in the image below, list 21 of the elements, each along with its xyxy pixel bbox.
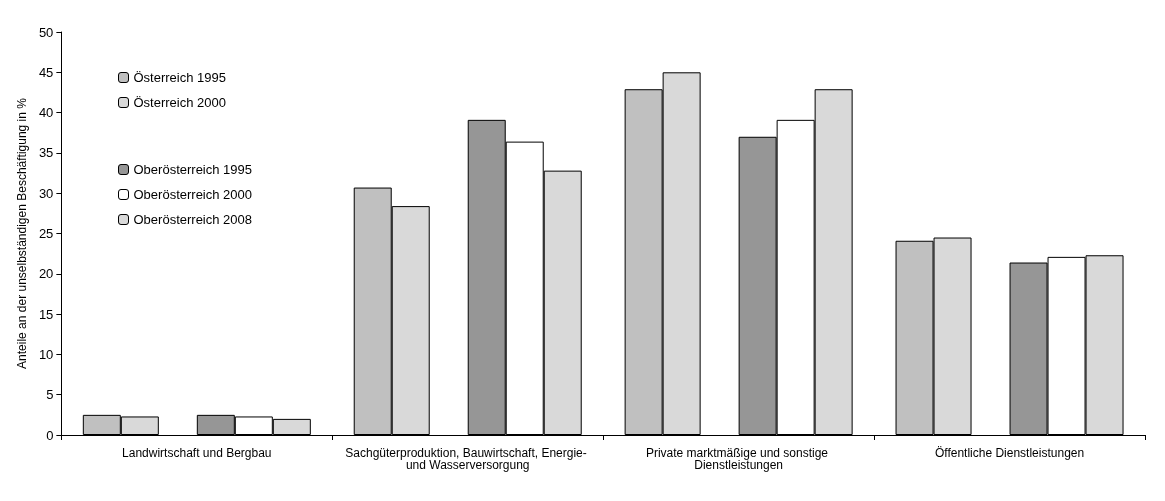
y-tick-label: 35 bbox=[38, 145, 54, 161]
x-tick-label: Private marktmäßige und sonstige Dienstleistungen bbox=[645, 446, 832, 472]
y-tick-label: 45 bbox=[38, 64, 54, 80]
y-tick-label: 0 bbox=[46, 427, 54, 443]
x-tick-label: Öffentliche Dienstleistungen bbox=[934, 446, 1085, 460]
y-axis-title: Anteile an der unselbständigen Beschäftigung in % bbox=[15, 97, 29, 369]
y-tick-label: 30 bbox=[38, 185, 54, 201]
x-tick-label: Landwirtschaft und Bergbau bbox=[122, 446, 272, 460]
y-tick-label: 5 bbox=[46, 387, 54, 403]
y-tick-label: 50 bbox=[38, 24, 54, 40]
x-tick-label: Sachgüterproduktion, Bauwirtschaft, Energie- und Wasserversorgung bbox=[345, 446, 591, 472]
legend-label: Österreich 1995 bbox=[133, 70, 226, 85]
y-tick-label: 40 bbox=[38, 105, 54, 121]
legend-label: Oberösterreich 2008 bbox=[133, 212, 253, 227]
y-tick-label: 15 bbox=[38, 306, 54, 322]
legend-label: Oberösterreich 1995 bbox=[133, 162, 253, 177]
y-tick-label: 20 bbox=[38, 266, 54, 282]
y-tick-label: 25 bbox=[38, 226, 54, 241]
legend-label: Österreich 2000 bbox=[133, 95, 226, 110]
y-tick-label: 10 bbox=[38, 346, 54, 362]
legend-label: Oberösterreich 2000 bbox=[133, 187, 253, 202]
